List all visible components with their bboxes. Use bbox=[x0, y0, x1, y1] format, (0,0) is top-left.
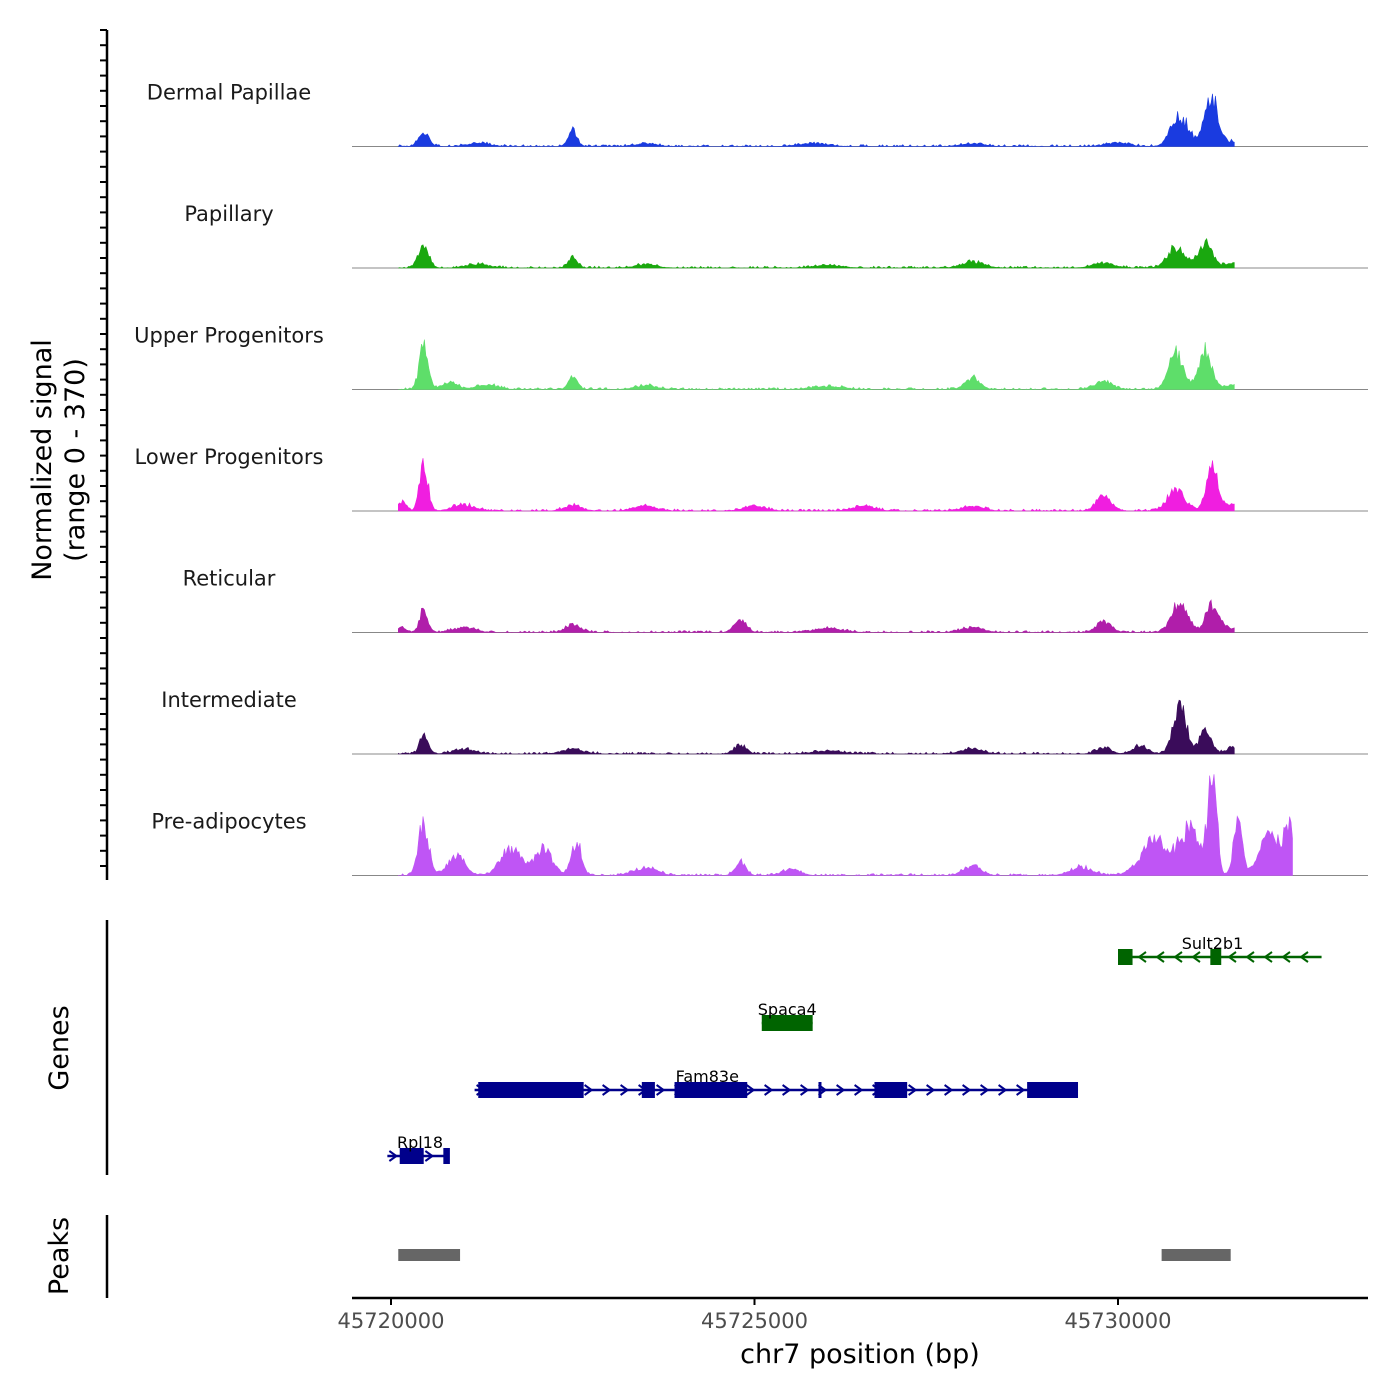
gene-exon bbox=[818, 1082, 822, 1098]
gene-label: Spaca4 bbox=[758, 1000, 817, 1019]
gene-exon bbox=[399, 1148, 424, 1164]
track-upper-progenitors: Upper Progenitors bbox=[134, 324, 1368, 390]
peaks-panel bbox=[398, 1249, 1231, 1261]
strand-chevron bbox=[1155, 951, 1165, 963]
strand-chevron bbox=[602, 1084, 612, 1096]
track-signal-area bbox=[398, 699, 1235, 755]
strand-chevron bbox=[1227, 951, 1237, 963]
gene-spaca4: Spaca4 bbox=[758, 1000, 817, 1031]
gene-exon bbox=[674, 1082, 748, 1098]
gene-exon bbox=[1118, 949, 1133, 965]
strand-chevron bbox=[1016, 1084, 1026, 1096]
strand-chevron bbox=[1281, 951, 1291, 963]
track-label: Papillary bbox=[184, 202, 273, 226]
strand-chevron bbox=[926, 1084, 936, 1096]
track-pre-adipocytes: Pre-adipocytes bbox=[151, 774, 1368, 876]
track-papillary: Papillary bbox=[184, 202, 1368, 269]
track-lower-progenitors: Lower Progenitors bbox=[135, 445, 1368, 512]
track-label: Reticular bbox=[183, 567, 276, 591]
gene-label: Rpl18 bbox=[397, 1133, 443, 1152]
strand-chevron bbox=[1263, 951, 1273, 963]
strand-chevron bbox=[854, 1084, 864, 1096]
gene-label: Fam83e bbox=[676, 1067, 739, 1086]
track-reticular: Reticular bbox=[183, 567, 1368, 633]
strand-chevron bbox=[1191, 951, 1201, 963]
peak-region bbox=[1161, 1249, 1231, 1261]
gene-fam83e: Fam83e bbox=[474, 1067, 1079, 1098]
gene-sult2b1: Sult2b1 bbox=[1118, 934, 1322, 965]
gene-exon bbox=[641, 1082, 655, 1098]
track-signal-area bbox=[397, 93, 1235, 147]
track-label: Upper Progenitors bbox=[134, 324, 324, 348]
strand-chevron bbox=[962, 1084, 972, 1096]
peak-region bbox=[398, 1249, 461, 1261]
strand-chevron bbox=[980, 1084, 990, 1096]
y-axis-range: (range 0 - 370) bbox=[60, 358, 91, 562]
strand-chevron bbox=[800, 1084, 810, 1096]
track-signal-area bbox=[398, 339, 1235, 390]
genes-panel-label: Genes bbox=[44, 1005, 75, 1090]
strand-chevron bbox=[424, 1150, 435, 1162]
track-dermal-papillae: Dermal Papillae bbox=[147, 81, 1368, 147]
track-signal-area bbox=[398, 599, 1235, 633]
strand-chevron bbox=[908, 1084, 918, 1096]
strand-chevron bbox=[656, 1084, 666, 1096]
strand-chevron bbox=[944, 1084, 954, 1096]
gene-exon bbox=[443, 1148, 450, 1164]
strand-chevron bbox=[764, 1084, 774, 1096]
track-signal-area bbox=[398, 238, 1235, 269]
gene-exon bbox=[874, 1082, 908, 1098]
x-tick-label: 45725000 bbox=[701, 1309, 808, 1333]
track-intermediate: Intermediate bbox=[161, 688, 1368, 755]
strand-chevron bbox=[746, 1084, 756, 1096]
strand-chevron bbox=[998, 1084, 1008, 1096]
gene-exon bbox=[1210, 949, 1222, 965]
gene-exon bbox=[761, 1015, 813, 1031]
peaks-panel-label: Peaks bbox=[44, 1217, 75, 1295]
track-signal-area bbox=[398, 458, 1235, 512]
track-label: Dermal Papillae bbox=[147, 81, 311, 105]
x-axis-title: chr7 position (bp) bbox=[740, 1339, 980, 1370]
strand-chevron bbox=[584, 1084, 594, 1096]
x-axis-ticks: 45720000 45725000 45730000 bbox=[338, 1298, 1172, 1333]
strand-chevron bbox=[620, 1084, 630, 1096]
gene-rpl18: Rpl18 bbox=[387, 1133, 450, 1164]
signal-tracks: Dermal Papillae Papillary Upper Progenitor… bbox=[134, 81, 1368, 876]
gene-label: Sult2b1 bbox=[1182, 934, 1244, 953]
strand-chevron bbox=[1299, 951, 1309, 963]
gene-exon bbox=[1027, 1082, 1079, 1098]
x-tick-label: 45730000 bbox=[1065, 1309, 1172, 1333]
track-label: Intermediate bbox=[161, 688, 297, 712]
strand-chevron bbox=[1173, 951, 1183, 963]
track-label: Lower Progenitors bbox=[135, 445, 324, 469]
x-tick-label: 45720000 bbox=[338, 1309, 445, 1333]
y-axis-title: Normalized signal bbox=[27, 339, 58, 581]
strand-chevron bbox=[1245, 951, 1255, 963]
track-label: Pre-adipocytes bbox=[151, 810, 306, 834]
gene-exon bbox=[478, 1082, 584, 1098]
strand-chevron bbox=[1137, 951, 1147, 963]
strand-chevron bbox=[782, 1084, 792, 1096]
strand-chevron bbox=[836, 1084, 846, 1096]
strand-chevron bbox=[388, 1150, 399, 1162]
track-signal-area bbox=[398, 774, 1293, 876]
genes-panel: Sult2b1 Spaca4 Fam83e Rpl18 bbox=[387, 934, 1322, 1164]
signal-y-ticks bbox=[100, 29, 107, 867]
